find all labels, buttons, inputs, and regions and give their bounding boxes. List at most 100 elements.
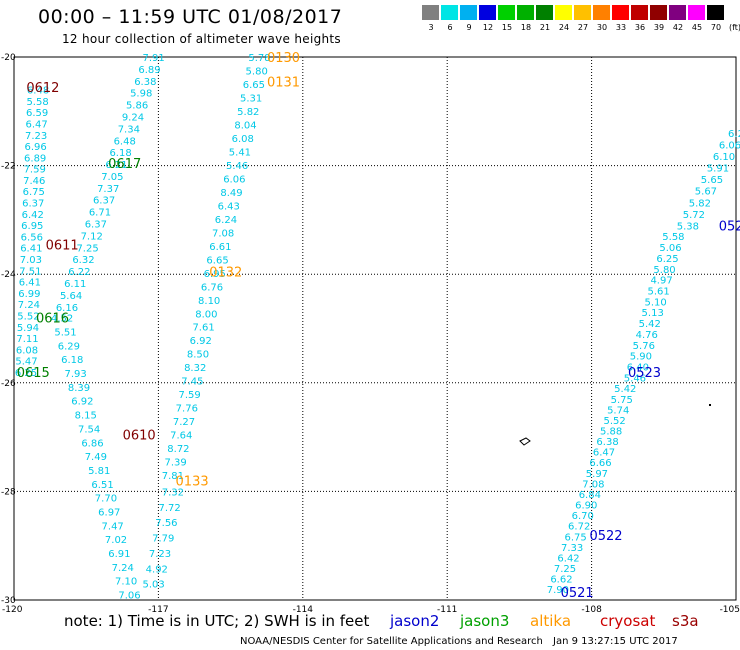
wave-height-value: 6.38 [134,77,156,88]
colorbar-label: 39 [653,23,665,32]
wave-height-value: 7.24 [18,300,40,311]
wave-height-value: 5.65 [701,175,723,186]
pass-labels: 0130 0131 0132 0133 0612 0611 0610 0617 0616 0615… [17,51,740,601]
wave-height-value: 5.88 [600,427,622,438]
wave-height-value: 6.86 [81,438,103,449]
wave-height-value: 8.10 [198,296,220,307]
wave-height-value: 5.72 [683,210,705,221]
colorbar-label: 36 [634,23,646,32]
wave-height-value: 6.56 [21,232,43,243]
wave-height-value: 6.16 [56,303,78,314]
wave-height-value: 6.18 [109,148,131,159]
wave-height-value: 4.76 [636,330,658,341]
wave-height-value: 5.42 [639,319,661,330]
wave-height-value: 8.00 [195,309,217,320]
legend-altika: altika [530,612,572,630]
y-tick-label: -22 [1,162,16,172]
colorbar-label: 42 [672,23,684,32]
wave-height-value: 7.49 [85,452,107,463]
wave-height-value: 7.59 [178,390,200,401]
wave-height-value: 6.72 [568,522,590,533]
wave-height-value: 7.72 [158,503,180,514]
wave-height-value: 6.70 [572,511,594,522]
wave-height-value: 7.37 [97,184,119,195]
colorbar-swatch [517,5,535,20]
wave-height-value: 4.52 [51,314,73,325]
pass-label: 0130 [267,51,300,66]
wave-height-value: 6.89 [24,153,46,164]
wave-height-value: 6.97 [98,507,120,518]
wave-height-value: 7.76 [176,404,198,415]
wave-height-value: 6.65 [243,80,265,91]
wave-height-value: 4.97 [650,276,672,287]
wave-height-value: 6.18 [61,355,83,366]
colorbar-label: 24 [558,23,570,32]
colorbar-label: 45 [691,23,703,32]
wave-height-value: 6.11 [64,279,86,290]
colorbar-swatch [688,5,706,20]
wave-height-value: 6.06 [223,174,245,185]
colorbar-label: 9 [466,23,472,32]
wave-height-value: 6.24 [215,215,237,226]
colorbar-label: 21 [539,23,551,32]
wave-height-value: 5.51 [54,327,76,338]
wave-height-value: 7.24 [112,563,134,574]
wave-height-value: 5.81 [88,466,110,477]
colorbar-swatch [593,5,611,20]
wave-height-value: 7.11 [16,334,38,345]
wave-height-value: 6.47 [25,119,47,130]
wave-height-value: 5.52 [17,311,39,322]
credit-text: NOAA/NESDIS Center for Satellite Applica… [240,636,543,647]
wave-height-value: 7.91 [142,53,164,64]
wave-height-value: 9.24 [122,112,144,123]
wave-height-value: 7.06 [118,591,140,602]
wave-height-value: 5.38 [677,221,699,232]
colorbar-swatch [707,5,725,20]
wave-height-value: 7.05 [101,172,123,183]
wave-height-value: 5.03 [142,580,164,591]
wave-height-value: 7.79 [152,534,174,545]
wave-height-value: 6.22 [68,267,90,278]
pass-label: 0617 [108,157,141,172]
wave-height-value: 7.27 [173,417,195,428]
wave-height-value: 7.64 [170,431,192,442]
pass-label: 0611 [46,238,79,253]
wave-height-value: 6.08 [16,345,38,356]
x-tick-label: -108 [581,605,602,615]
wave-height-value: 6.92 [71,397,93,408]
wave-height-value: 6.96 [25,142,47,153]
wave-height-value: 6.10 [713,152,735,163]
wave-height-value: 6.38 [596,437,618,448]
wave-height-value: 5.76 [633,341,655,352]
wave-height-value: 6.41 [20,244,42,255]
wave-height-value: 6.71 [89,208,111,219]
wave-height-value: 5.41 [229,147,251,158]
colorbar-swatch [479,5,497,20]
wave-height-value: 7.54 [78,424,100,435]
wave-height-value: 8.15 [75,411,97,422]
wave-height-value: 6.51 [91,480,113,491]
colorbar-label: 6 [447,23,453,32]
wave-height-value: 7.10 [115,577,137,588]
wave-height-value: 5.46 [624,373,646,384]
colorbar-label: 12 [482,23,494,32]
track-values: 6.485.586.596.477.236.966.897.597.466.75… [15,53,740,602]
wave-height-value: 6.65 [206,255,228,266]
wave-height-value: 6.32 [72,255,94,266]
wave-height-value: 5.61 [647,286,669,297]
wave-height-value: 6.92 [190,336,212,347]
wave-height-value: 7.93 [64,369,86,380]
wave-height-value: 7.23 [25,131,47,142]
wave-height-value: 5.80 [653,265,675,276]
y-tick-label: -20 [1,53,16,63]
wave-height-value: 6.89 [138,65,160,76]
wave-height-value: 5.82 [237,107,259,118]
colorbar-swatch [555,5,573,20]
wave-height-value: 7.33 [561,543,583,554]
wave-height-value: 5.31 [240,93,262,104]
colorbar-swatch [612,5,630,20]
wave-height-value: 7.70 [95,494,117,505]
wave-height-value: 4.92 [146,564,168,575]
wave-height-value: 7.56 [155,518,177,529]
colorbar-swatch [669,5,687,20]
